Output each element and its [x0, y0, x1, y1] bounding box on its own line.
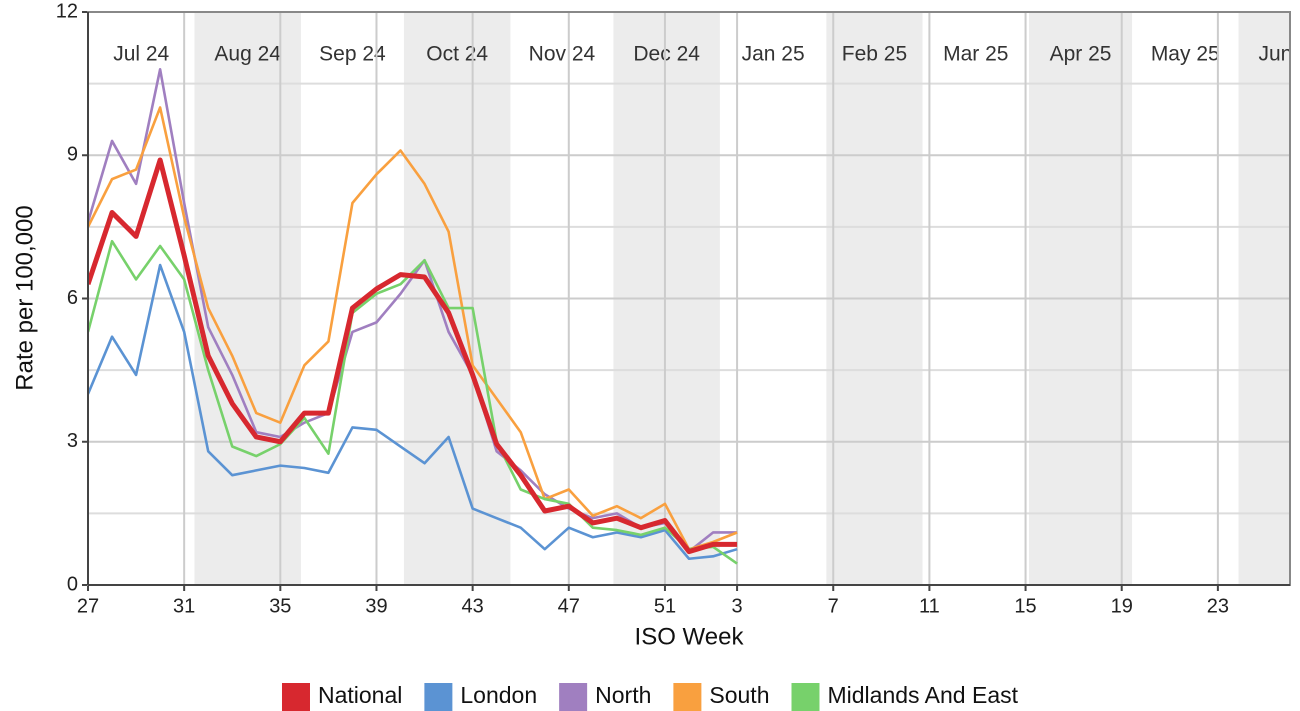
- legend-label: National: [318, 682, 402, 708]
- legend-item[interactable]: North: [559, 682, 651, 711]
- series-line: [88, 239, 738, 565]
- x-tick-label: 23: [1207, 595, 1229, 617]
- month-label: Feb 25: [842, 43, 907, 66]
- legend-item[interactable]: London: [424, 682, 537, 711]
- y-tick-label: 12: [56, 0, 78, 22]
- x-tick-label: 11: [919, 595, 940, 617]
- x-axis-title: ISO Week: [635, 623, 745, 650]
- month-label: Nov 24: [529, 43, 596, 66]
- legend-swatch: [281, 683, 310, 711]
- x-tick-label: 19: [1111, 595, 1133, 617]
- y-axis-title: Rate per 100,000: [11, 205, 38, 390]
- x-tick-label: 35: [269, 595, 291, 617]
- month-label: Dec 24: [633, 43, 700, 66]
- legend-swatch: [424, 683, 453, 711]
- x-tick-label: 47: [558, 595, 580, 617]
- x-tick-label: 27: [77, 595, 99, 617]
- lines: [88, 68, 738, 565]
- y-tick-label: 3: [67, 430, 78, 452]
- month-label: May 25: [1151, 43, 1220, 66]
- legend-item[interactable]: Midlands And East: [791, 682, 1019, 711]
- x-tick-label: 51: [654, 595, 676, 617]
- month-label: Sep 24: [319, 43, 386, 66]
- series-line: [88, 157, 738, 555]
- legend-label: North: [595, 682, 651, 708]
- x-tick-label: 31: [173, 595, 195, 617]
- x-tick-label: 7: [828, 595, 839, 617]
- legend-label: London: [460, 682, 537, 708]
- y-tick-label: 9: [67, 144, 78, 166]
- legend-swatch: [673, 683, 702, 711]
- legend-swatch: [791, 683, 820, 711]
- x-tick-label: 15: [1014, 595, 1036, 617]
- month-label: Jan 25: [742, 43, 805, 66]
- x-tick-label: 43: [462, 595, 484, 617]
- series-line: [88, 106, 738, 551]
- month-label: Jul 24: [113, 43, 169, 66]
- legend-label: Midlands And East: [827, 682, 1018, 708]
- x-tick-label: 3: [732, 595, 743, 617]
- month-label: Mar 25: [943, 43, 1008, 66]
- y-tick-label: 0: [67, 573, 78, 595]
- month-label: Aug 24: [214, 43, 281, 66]
- legend-swatch: [559, 683, 588, 711]
- legend-item[interactable]: National: [281, 682, 402, 711]
- month-label: Jun 25: [1258, 43, 1300, 66]
- legend: National London North South Midlands And Eas…: [281, 682, 1019, 711]
- month-label: Oct 24: [426, 43, 488, 66]
- series-line: [88, 263, 738, 561]
- y-tick-label: 6: [67, 287, 78, 309]
- legend-item[interactable]: South: [673, 682, 769, 711]
- legend-label: South: [709, 682, 769, 708]
- month-label: Apr 25: [1050, 43, 1112, 66]
- axes: 0 3 6 9 12 27 31 35 39 43 47 51 3 7 11 15 19 23: [56, 0, 1291, 617]
- x-tick-label: 39: [365, 595, 387, 617]
